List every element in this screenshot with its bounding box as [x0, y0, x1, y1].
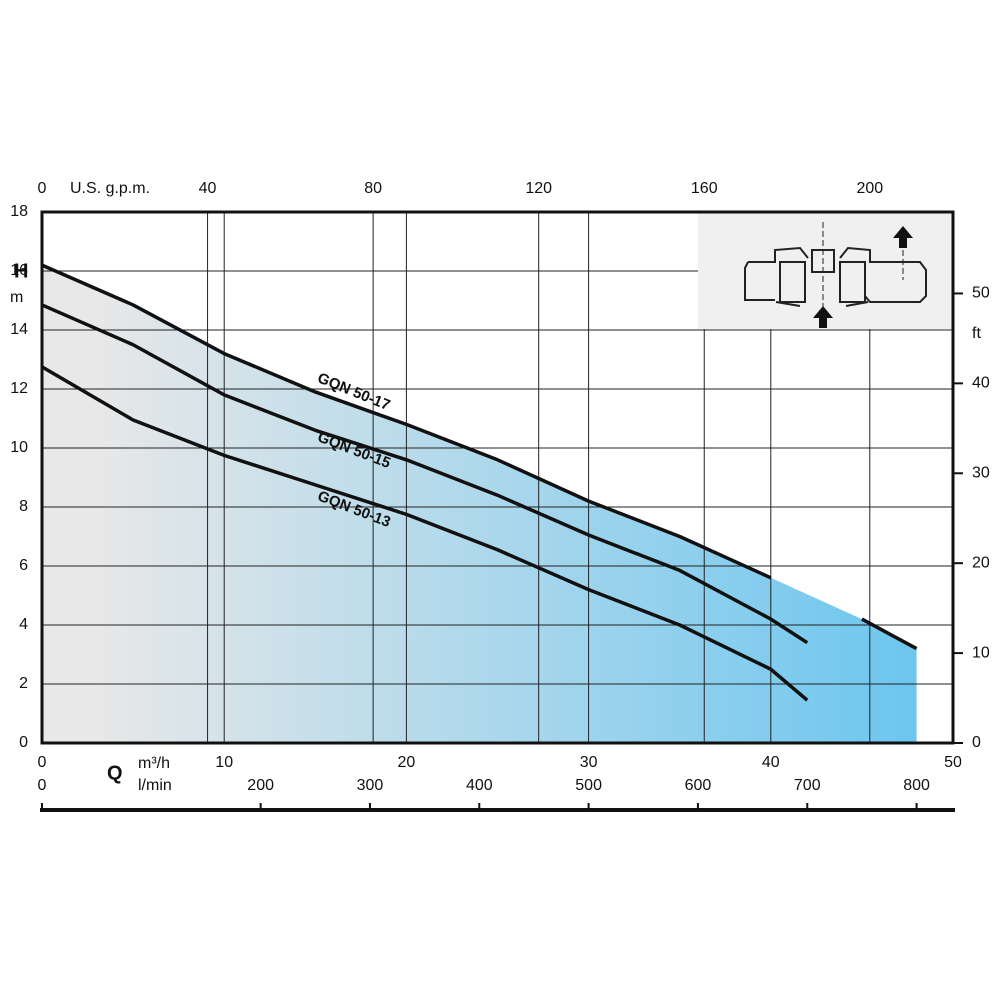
- x3-tick-label: 300: [357, 777, 384, 794]
- x-unit: m³/h: [138, 755, 170, 772]
- x3-tick-label: 0: [38, 777, 47, 794]
- y2-tick-label: 50: [972, 285, 990, 302]
- y2-unit: ft: [972, 325, 981, 342]
- y-tick-label: 6: [19, 557, 28, 574]
- x2-tick-label: 40: [199, 180, 217, 197]
- plot-frame: [40, 210, 955, 745]
- y-tick-label: 18: [10, 203, 28, 220]
- x2-tick-label: 80: [364, 180, 382, 197]
- y-tick-label: 4: [19, 616, 28, 633]
- x3-tick-label: 600: [685, 777, 712, 794]
- x2-tick-label: 200: [856, 180, 883, 197]
- x-tick-label: 50: [944, 754, 962, 771]
- y2-tick-label: 10: [972, 644, 990, 661]
- x-tick-label: 0: [38, 754, 47, 771]
- x3-tick-label: 400: [466, 777, 493, 794]
- x3-tick-label: 500: [575, 777, 602, 794]
- y-tick-label: 10: [10, 439, 28, 456]
- curve: [41, 365, 809, 702]
- x3-tick-label: 800: [903, 777, 930, 794]
- x-tick-label: 20: [398, 754, 416, 771]
- area-fill: [42, 265, 917, 743]
- y-tick-label: 8: [19, 498, 28, 515]
- y2-tick-label: 30: [972, 464, 990, 481]
- y2-tick-label: 20: [972, 554, 990, 571]
- x-tick-label: 40: [762, 754, 780, 771]
- pump-inset: [698, 213, 953, 329]
- y-tick-label: 16: [10, 262, 28, 279]
- x-tick-label: 10: [215, 754, 233, 771]
- y2-tick-label: 0: [972, 734, 981, 751]
- curve: [41, 303, 809, 645]
- y-unit: m: [10, 289, 23, 306]
- x2-tick-label: 0: [38, 180, 47, 197]
- x2-tick-label: 160: [691, 180, 718, 197]
- x3-tick-label: 700: [794, 777, 821, 794]
- x2-unit: U.S. g.p.m.: [70, 180, 150, 197]
- y-tick-label: 2: [19, 675, 28, 692]
- y-tick-label: 0: [19, 734, 28, 751]
- x-tick-label: 30: [580, 754, 598, 771]
- x2-tick-label: 120: [525, 180, 552, 197]
- curve: [41, 263, 918, 651]
- x-label: Q: [107, 762, 123, 784]
- x3-unit: l/min: [138, 777, 172, 794]
- y-label: H: [14, 260, 28, 282]
- y2-tick-label: 40: [972, 375, 990, 392]
- y-tick-label: 12: [10, 380, 28, 397]
- y-tick-label: 14: [10, 321, 28, 338]
- x3-tick-label: 200: [247, 777, 274, 794]
